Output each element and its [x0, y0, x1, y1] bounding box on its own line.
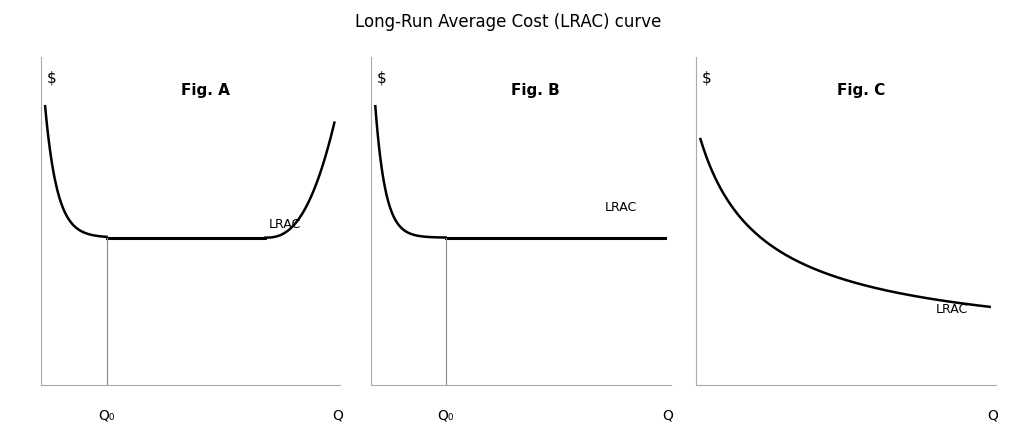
Text: LRAC: LRAC	[936, 303, 968, 316]
Text: Fig. A: Fig. A	[181, 83, 230, 98]
Text: Q: Q	[988, 408, 998, 422]
Text: LRAC: LRAC	[268, 218, 301, 231]
Text: Q: Q	[332, 408, 342, 422]
Text: Q₀: Q₀	[438, 408, 454, 422]
Text: Long-Run Average Cost (LRAC) curve: Long-Run Average Cost (LRAC) curve	[355, 13, 661, 31]
Text: Q: Q	[662, 408, 673, 422]
Text: $: $	[47, 70, 56, 85]
Text: Fig. C: Fig. C	[837, 83, 885, 98]
Text: Fig. B: Fig. B	[511, 83, 560, 98]
Text: LRAC: LRAC	[605, 201, 637, 214]
Text: $: $	[377, 70, 386, 85]
Text: $: $	[702, 70, 711, 85]
Text: Q₀: Q₀	[99, 408, 115, 422]
